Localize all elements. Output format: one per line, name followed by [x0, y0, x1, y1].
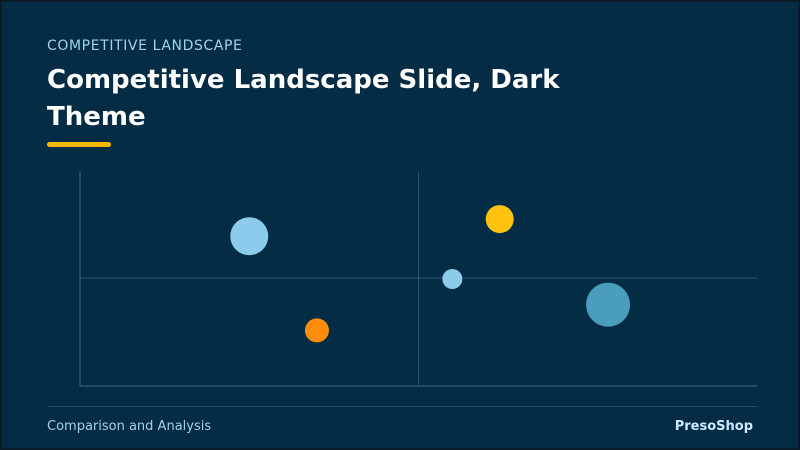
footer-brand: PresoShop — [674, 419, 753, 434]
bubble-point-4 — [442, 269, 463, 289]
title-underline — [47, 142, 111, 147]
footer-subtitle: Comparison and Analysis — [47, 419, 212, 434]
slide-title: Competitive Landscape Slide, Dark Theme — [47, 65, 560, 132]
bubble-point-2 — [304, 318, 329, 343]
bubble-point-1 — [230, 217, 269, 256]
slide-eyebrow: COMPETITIVE LANDSCAPE — [47, 38, 243, 54]
footer-divider — [47, 406, 757, 407]
bubble-point-5 — [586, 282, 631, 327]
bubble-point-3 — [485, 205, 514, 234]
